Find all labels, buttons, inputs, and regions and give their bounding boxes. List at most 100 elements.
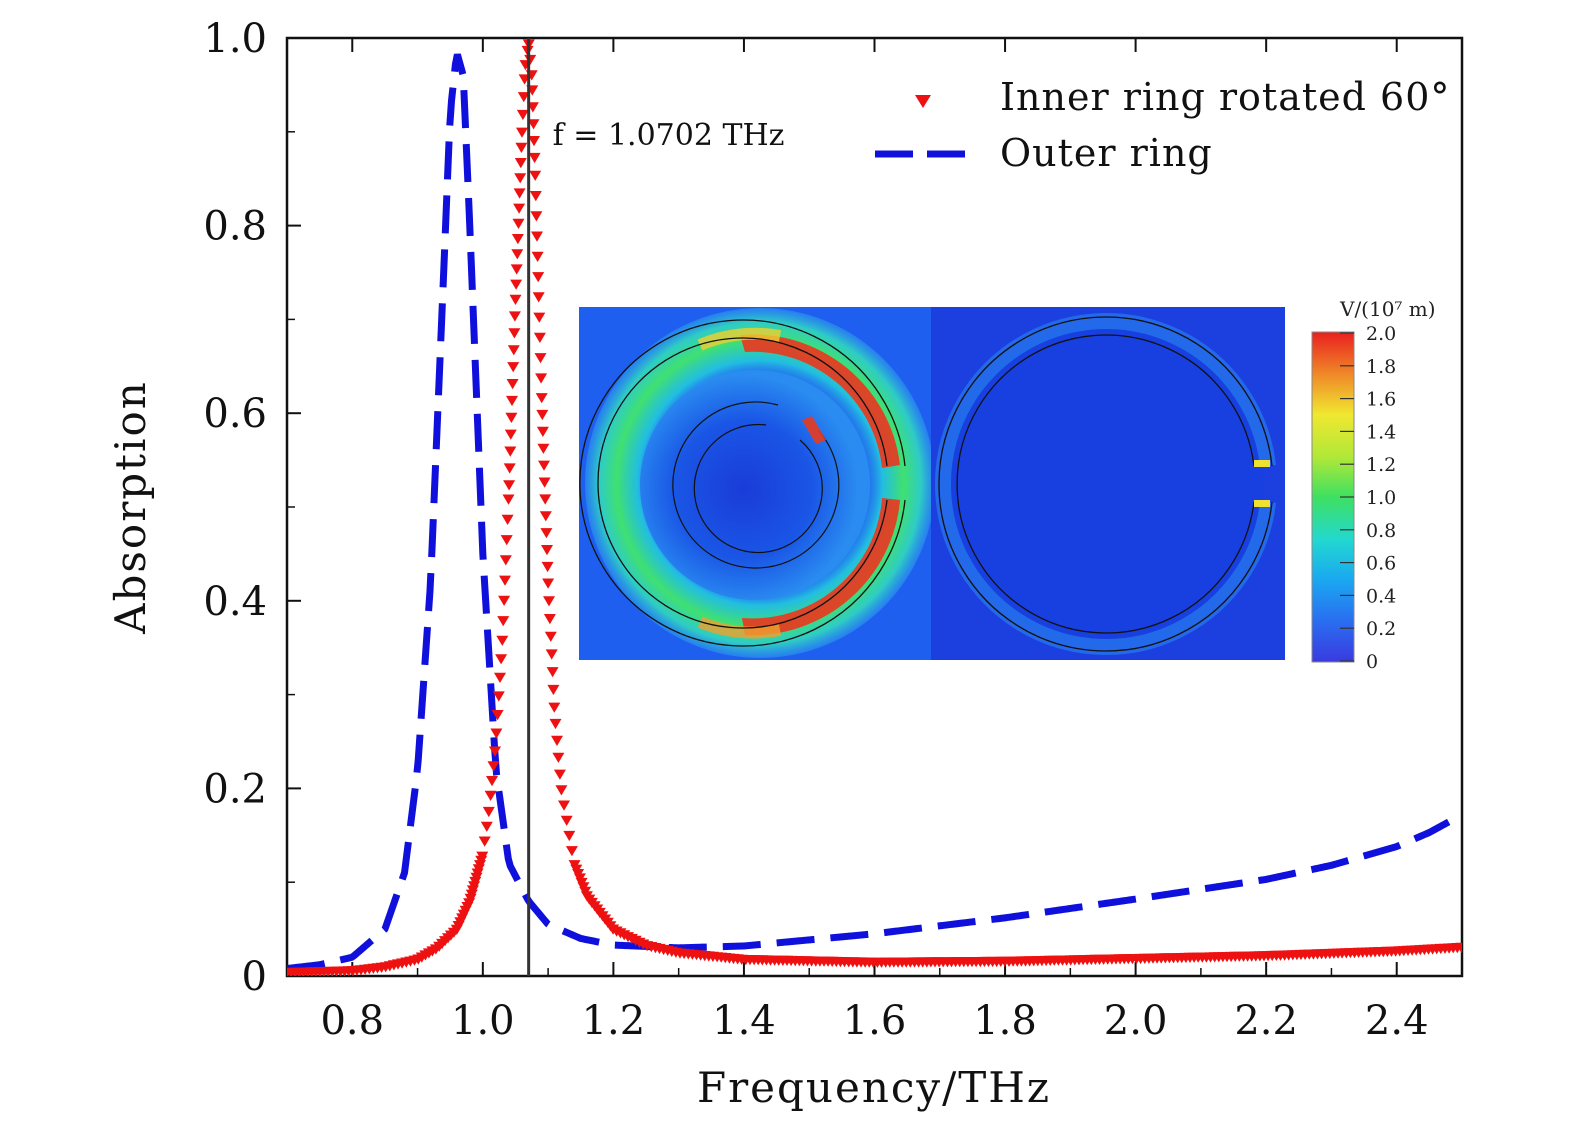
inset-right-outer-ring-inner-outline	[956, 334, 1255, 634]
inner-ring-marker	[503, 480, 516, 491]
inset-left-inner-ring-inner-outline	[693, 423, 823, 554]
y-tick-label: 0.4	[203, 579, 267, 625]
inner-ring-marker	[565, 846, 578, 857]
resonance-annotation: f = 1.0702 THz	[553, 118, 785, 153]
inner-ring-marker	[510, 279, 523, 290]
inner-ring-marker	[515, 142, 528, 153]
inner-ring-marker	[511, 234, 524, 245]
inner-ring-marker	[494, 672, 506, 683]
inner-ring-marker	[532, 292, 545, 303]
inner-ring-marker	[517, 92, 530, 103]
colorbar-ticks: 2.0 1.8 1.6 1.4 1.2 1.0 0.8 0.6 0.4 0.2 0	[1340, 323, 1396, 673]
inner-ring-marker	[489, 746, 501, 757]
inner-ring-marker	[551, 735, 563, 746]
inset-right-gap-hot-lower	[1254, 500, 1270, 507]
inset-left-inner-ring-gap-hot	[802, 416, 826, 444]
inner-ring-marker	[560, 815, 573, 826]
inner-ring-marker	[501, 514, 514, 525]
inner-ring-marker	[512, 218, 525, 229]
inner-ring-marker	[535, 373, 548, 384]
inner-ring-marker	[509, 294, 522, 305]
inner-ring-marker	[496, 635, 509, 646]
inset-right-center	[945, 324, 1265, 644]
inner-ring-marker	[497, 616, 510, 627]
inset-field-maps: 2.0 1.8 1.6 1.4 1.2 1.0 0.8 0.6 0.4 0.2 0 V/(10⁷ m…	[579, 297, 1436, 673]
inner-ring-marker	[531, 231, 543, 242]
inner-ring-marker	[514, 173, 527, 184]
inner-ring-marker	[490, 728, 503, 739]
legend-label-inner-ring: Inner ring rotated 60°	[1000, 75, 1450, 119]
legend-label-outer-ring: Outer ring	[1000, 131, 1213, 175]
inner-ring-marker	[540, 528, 553, 539]
inner-ring-marker	[476, 851, 489, 862]
inner-ring-marker	[516, 127, 528, 138]
inset-right-ring-glow	[935, 313, 1276, 655]
inner-ring-marker	[544, 631, 557, 642]
inner-ring-marker	[504, 446, 517, 457]
inner-ring-marker	[538, 477, 551, 488]
inner-ring-marker	[529, 191, 542, 202]
inner-ring-marker	[498, 595, 511, 606]
inset-left-inner-ring-outline	[672, 401, 840, 569]
inner-ring-marker	[532, 272, 545, 283]
inner-ring-marker	[1455, 942, 1462, 953]
series-inner-ring-rotated	[287, 39, 1462, 976]
outer-ring-line	[287, 53, 1462, 972]
series-outer-ring	[287, 53, 1462, 972]
inner-ring-marker	[499, 555, 512, 566]
inner-ring-marker	[506, 379, 519, 390]
inner-ring-marker	[538, 460, 550, 471]
legend-marker-inner-ring	[915, 95, 931, 108]
x-axis-title: Frequency/THz	[697, 1063, 1051, 1112]
inner-ring-marker	[513, 203, 526, 214]
y-tick-label: 0	[242, 954, 267, 1000]
inner-ring-marker	[499, 575, 511, 586]
inner-ring-marker	[542, 578, 555, 589]
colorbar-title: V/(10⁷ m)	[1339, 297, 1436, 321]
inner-ring-marker	[534, 353, 547, 364]
inner-ring-marker	[545, 649, 558, 660]
colorbar-tick-label: 2.0	[1366, 323, 1396, 345]
inner-ring-marker	[543, 614, 556, 625]
inset-left-center	[640, 370, 870, 600]
inset-left-hot-arc-upper	[740, 334, 900, 468]
x-tick-label: 2.4	[1365, 998, 1429, 1044]
inner-ring-marker	[503, 463, 516, 474]
colorbar-tick-label: 1.0	[1366, 487, 1396, 509]
inner-ring-marker	[487, 761, 500, 772]
inner-ring-marker	[478, 836, 491, 847]
inner-ring-marker	[541, 561, 554, 573]
inset-left-warm-arc-lower	[697, 616, 782, 639]
inner-ring-marker	[492, 691, 505, 702]
inner-ring-marker	[558, 800, 570, 811]
inset-right-outer-ring-outline	[938, 316, 1273, 652]
x-tick-label: 1.8	[973, 998, 1037, 1044]
inner-ring-marker	[536, 426, 549, 437]
inner-ring-marker	[553, 769, 566, 780]
inner-ring-marker	[508, 311, 521, 322]
inner-ring-marker	[486, 776, 498, 787]
colorbar-tick-label: 0	[1366, 651, 1378, 673]
inner-ring-marker	[516, 109, 529, 121]
inner-ring-marker	[491, 710, 504, 721]
inner-ring-marker	[536, 409, 549, 421]
y-axis-ticks: 0 0.2 0.4 0.6 0.8 1.0	[203, 16, 301, 1000]
x-tick-label: 1.0	[451, 998, 515, 1044]
legend: Inner ring rotated 60° Outer ring	[875, 75, 1450, 175]
colorbar-tick-label: 0.2	[1366, 618, 1396, 640]
inner-ring-marker	[528, 152, 541, 164]
inner-ring-marker	[539, 511, 552, 522]
inset-left-outer-ring-inner-outline	[597, 337, 888, 629]
inner-ring-marker	[507, 362, 520, 373]
x-tick-label: 0.8	[320, 998, 384, 1044]
inner-ring-marker	[535, 393, 548, 404]
inner-ring-marker	[495, 654, 508, 665]
inner-ring-marker	[482, 806, 495, 818]
x-axis-ticks: 0.8 1.0 1.2 1.4 1.6 1.8 2.0 2.2 2.4	[286, 38, 1463, 1044]
inset-right-gap-hot-upper	[1254, 460, 1270, 467]
inner-ring-marker	[537, 443, 550, 454]
inner-ring-marker	[530, 211, 543, 222]
x-tick-label: 2.2	[1234, 998, 1298, 1044]
inner-ring-marker	[541, 545, 553, 556]
